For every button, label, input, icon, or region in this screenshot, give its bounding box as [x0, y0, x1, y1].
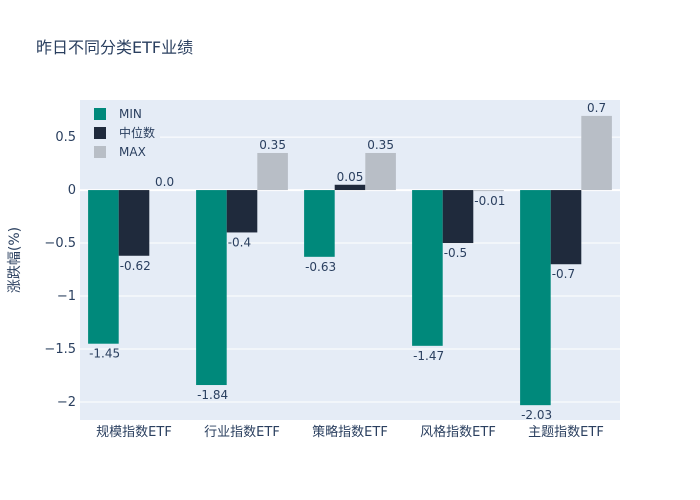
- chart-title: 昨日不同分类ETF业绩: [36, 38, 194, 57]
- data-label: 0.35: [259, 138, 286, 152]
- data-label: -0.63: [305, 260, 336, 274]
- bar: [550, 190, 582, 265]
- legend-item-label[interactable]: 中位数: [119, 125, 155, 140]
- y-tick-label: −1: [57, 289, 76, 304]
- data-label: 0.35: [367, 138, 394, 152]
- bar: [473, 190, 504, 192]
- legend-item-label[interactable]: MIN: [119, 107, 142, 121]
- y-axis-ticks: −2 −1.5 −1 −0.5 0 0.5: [44, 130, 76, 410]
- x-tick-label: 主题指数ETF: [528, 425, 604, 440]
- legend-item-label[interactable]: MAX: [119, 145, 146, 159]
- legend-swatch[interactable]: [94, 127, 106, 139]
- legend: MIN 中位数 MAX: [80, 100, 160, 164]
- y-axis-label: 涨跌幅(%): [7, 227, 23, 293]
- data-label: -0.5: [444, 246, 467, 260]
- data-label: -0.01: [474, 194, 505, 208]
- data-label: 0.7: [587, 101, 606, 115]
- bar: [118, 190, 150, 256]
- data-label: -1.84: [197, 388, 228, 402]
- y-tick-label: −2: [57, 395, 76, 410]
- y-tick-label: −1.5: [44, 342, 76, 357]
- bar: [442, 190, 474, 244]
- x-tick-label: 规模指数ETF: [96, 425, 172, 440]
- data-label: -0.7: [552, 267, 575, 281]
- data-label: -1.47: [413, 349, 444, 363]
- bar: [365, 152, 396, 191]
- x-tick-label: 风格指数ETF: [420, 424, 496, 440]
- legend-background: [80, 100, 160, 164]
- bar: [304, 190, 335, 257]
- x-axis-ticks: 规模指数ETF 行业指数ETF 策略指数ETF 风格指数ETF 主题指数ETF: [96, 424, 604, 440]
- data-label: -1.45: [89, 347, 120, 361]
- bar: [257, 152, 288, 191]
- y-tick-label: 0.5: [55, 130, 76, 145]
- bar: [581, 115, 612, 191]
- legend-swatch[interactable]: [94, 108, 106, 120]
- bar: [412, 190, 443, 346]
- y-tick-label: 0: [68, 183, 76, 198]
- y-tick-label: −0.5: [44, 236, 76, 251]
- x-tick-label: 行业指数ETF: [204, 425, 280, 440]
- data-label: -2.03: [521, 408, 552, 422]
- bar: [226, 190, 258, 233]
- data-label: 0.0: [155, 175, 174, 189]
- bars: [88, 115, 612, 406]
- bar: [88, 190, 119, 344]
- bar: [520, 190, 551, 406]
- x-tick-label: 策略指数ETF: [312, 424, 388, 440]
- bar: [334, 184, 366, 191]
- legend-swatch[interactable]: [94, 146, 106, 158]
- data-label: -0.62: [120, 259, 151, 273]
- data-labels: -1.45 -0.62 0.0 -1.84 -0.4 0.35 -0.63 0.05 0.35 -…: [89, 101, 606, 422]
- data-label: -0.4: [228, 235, 251, 249]
- bar: [196, 190, 227, 386]
- data-label: 0.05: [337, 170, 364, 184]
